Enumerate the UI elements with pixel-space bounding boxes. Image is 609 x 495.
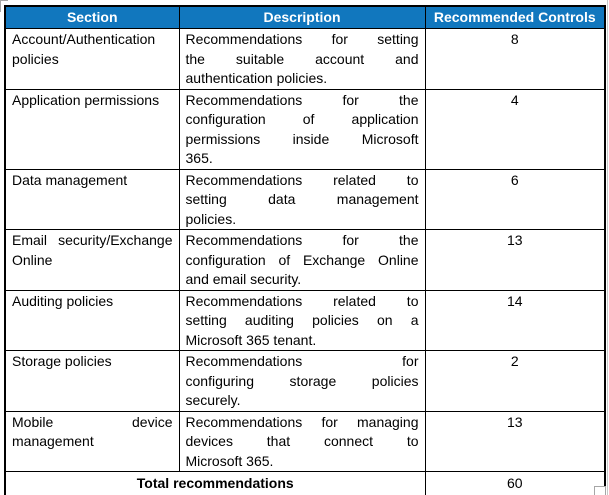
table-row: Auditing policies Recommendations related… xyxy=(4,289,606,351)
cell-text-line: Data management xyxy=(12,171,128,188)
controls-count-cell: 2 xyxy=(424,350,606,412)
controls-count-cell: 13 xyxy=(424,410,606,472)
cell-text-line: devices that connect to xyxy=(185,433,419,449)
section-cell: Storage policies xyxy=(4,350,180,412)
table-move-handle-mark xyxy=(0,0,8,12)
cell-text-line: Recommendations for managing xyxy=(185,413,419,430)
table-row: Data management Recommendations related t… xyxy=(4,168,606,230)
cell-text-line: Microsoft 365 tenant. xyxy=(185,331,317,348)
section-cell: Auditing policies xyxy=(4,289,180,351)
table-row: Email security/Exchange Online Recommendat… xyxy=(4,229,606,291)
controls-count-cell: 8 xyxy=(424,28,606,90)
table-row: Account/Authentication policies Recommenda… xyxy=(4,28,606,90)
header-description: Description xyxy=(178,5,426,29)
description-cell: Recommendations related to setting data m… xyxy=(178,168,426,230)
cell-text-line: Recommendations related to xyxy=(185,171,419,188)
cell-text-line: setting auditing policies on a xyxy=(185,312,419,328)
cell-text-line: Email security/Exchange xyxy=(12,232,173,248)
description-cell: Recommendations for configuring storage p… xyxy=(178,350,426,412)
table-header-row: Section Description Recommended Controls xyxy=(4,5,606,29)
table-resize-handle[interactable] xyxy=(594,486,606,495)
cell-text-line: Application permissions xyxy=(12,91,160,108)
description-cell: Recommendations for the configuration of … xyxy=(178,88,426,170)
cell-text-line: Storage policies xyxy=(12,353,112,369)
cell-text-line: Auditing policies xyxy=(12,292,114,309)
total-label: Total recommendations xyxy=(4,471,426,495)
controls-count-cell: 4 xyxy=(424,88,606,170)
cell-text-line: 365. xyxy=(185,150,213,166)
controls-count-cell: 14 xyxy=(424,289,606,351)
section-cell: Mobile device management xyxy=(4,410,180,472)
table-row: Storage policies Recommendations for confi… xyxy=(4,350,606,412)
controls-count-cell: 6 xyxy=(424,168,606,230)
cell-text-line: policies xyxy=(12,50,59,67)
cell-text-line: Online xyxy=(12,251,53,268)
total-value: 60 xyxy=(424,471,606,495)
cell-text-line: permissions inside Microsoft xyxy=(185,130,419,147)
recommendations-table: Section Description Recommended Controls… xyxy=(4,5,606,495)
cell-text-line: securely. xyxy=(185,392,241,408)
section-cell: Data management xyxy=(4,168,180,230)
cell-text-line: Account/Authentication xyxy=(12,31,156,47)
description-cell: Recommendations for setting the suitable … xyxy=(178,28,426,90)
section-cell: Account/Authentication policies xyxy=(4,28,180,90)
cell-text-line: setting data management xyxy=(185,191,419,207)
section-cell: Application permissions xyxy=(4,88,180,170)
cell-text-line: configuration of Exchange Online xyxy=(185,251,419,268)
header-section: Section xyxy=(4,5,180,29)
cell-text-line: Mobile device xyxy=(12,413,173,430)
cell-text-line: Recommendations for xyxy=(185,353,419,369)
cell-text-line: Recommendations related to xyxy=(185,292,419,309)
header-recommended-controls: Recommended Controls xyxy=(424,5,606,29)
description-cell: Recommendations for managing devices that… xyxy=(178,410,426,472)
total-row: Total recommendations 60 xyxy=(4,471,606,495)
cell-text-line: configuring storage policies xyxy=(185,372,419,389)
description-cell: Recommendations for the configuration of … xyxy=(178,229,426,291)
cell-text-line: the suitable account and xyxy=(185,50,419,67)
cell-text-line: and email security. xyxy=(185,271,302,287)
section-cell: Email security/Exchange Online xyxy=(4,229,180,291)
description-cell: Recommendations related to setting auditi… xyxy=(178,289,426,351)
cell-text-line: Microsoft 365. xyxy=(185,452,274,469)
table-row: Application permissions Recommendations f… xyxy=(4,88,606,170)
cell-text-line: Recommendations for the xyxy=(185,91,419,108)
cell-text-line: configuration of application xyxy=(185,111,419,127)
cell-text-line: policies. xyxy=(185,210,237,227)
window-edge-line xyxy=(607,0,608,495)
cell-text-line: authentication policies. xyxy=(185,70,328,86)
cell-text-line: Recommendations for setting xyxy=(185,31,419,47)
controls-count-cell: 13 xyxy=(424,229,606,291)
table-row: Mobile device management Recommendations f… xyxy=(4,410,606,472)
cell-text-line: Recommendations for the xyxy=(185,232,419,248)
cell-text-line: management xyxy=(12,433,94,449)
